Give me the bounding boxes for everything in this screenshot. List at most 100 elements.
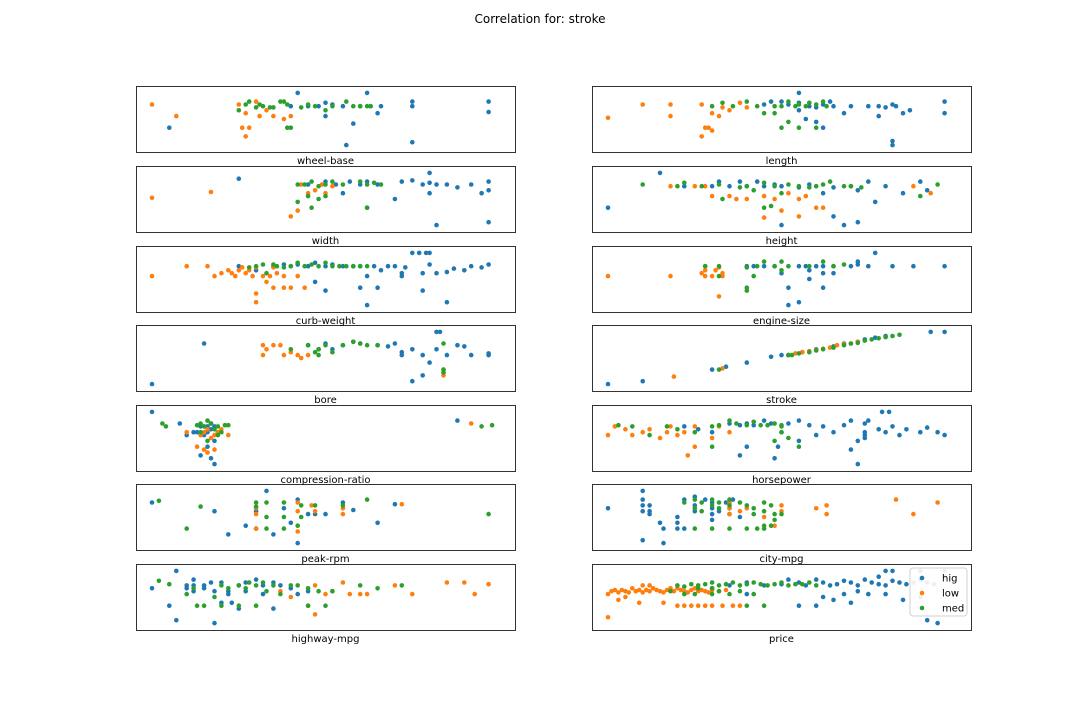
data-point-med xyxy=(772,511,777,517)
data-point-hig xyxy=(410,250,415,256)
data-point-low xyxy=(616,597,621,603)
data-point-hig xyxy=(399,270,405,276)
data-point-low xyxy=(671,588,677,594)
data-point-hig xyxy=(486,109,491,115)
data-point-hig xyxy=(900,190,906,196)
data-point-med xyxy=(682,180,687,186)
data-point-low xyxy=(260,273,266,279)
data-point-low xyxy=(630,432,635,438)
data-point-hig xyxy=(427,250,432,256)
data-point-med xyxy=(772,438,777,444)
data-point-low xyxy=(253,526,259,531)
data-point-med xyxy=(305,603,311,608)
data-point-hig xyxy=(486,262,491,267)
data-point-hig xyxy=(702,497,708,502)
data-point-med xyxy=(219,429,224,435)
data-point-hig xyxy=(866,263,871,269)
data-point-low xyxy=(619,587,625,593)
data-point-low xyxy=(295,529,301,534)
data-point-low xyxy=(623,427,628,432)
data-point-med xyxy=(264,588,269,594)
data-point-med xyxy=(744,99,750,104)
data-point-med xyxy=(709,586,715,591)
data-point-hig xyxy=(709,511,715,517)
data-point-hig xyxy=(201,586,207,591)
data-point-med xyxy=(298,105,304,110)
data-point-low xyxy=(253,291,259,296)
data-point-hig xyxy=(796,438,802,444)
data-point-hig xyxy=(212,508,217,514)
data-point-low xyxy=(820,205,826,210)
data-point-med xyxy=(682,591,687,597)
data-point-low xyxy=(796,196,802,202)
data-point-med xyxy=(364,497,370,502)
data-point-med xyxy=(253,105,259,110)
data-point-med xyxy=(786,182,791,187)
data-point-hig xyxy=(605,205,611,210)
data-point-med xyxy=(302,263,308,269)
data-point-med xyxy=(212,427,217,432)
data-point-hig xyxy=(890,102,895,107)
data-point-med xyxy=(357,341,363,346)
data-point-hig xyxy=(191,429,196,435)
data-point-med xyxy=(716,506,722,511)
data-point-hig xyxy=(813,603,819,608)
data-point-low xyxy=(271,113,276,119)
data-point-med xyxy=(295,260,301,266)
data-point-med xyxy=(841,262,847,267)
data-point-hig xyxy=(462,268,467,273)
data-point-med xyxy=(716,422,722,428)
data-point-low xyxy=(716,113,722,119)
data-point-med xyxy=(772,263,777,269)
data-point-hig xyxy=(640,508,645,514)
data-point-med xyxy=(876,336,881,341)
data-point-med xyxy=(761,508,767,514)
data-point-hig xyxy=(399,352,405,358)
data-point-med xyxy=(807,100,812,106)
data-point-low xyxy=(605,432,611,438)
data-point-low xyxy=(347,591,353,597)
data-point-low xyxy=(702,273,708,279)
data-point-med xyxy=(675,427,680,432)
data-point-med xyxy=(357,263,363,269)
data-point-hig xyxy=(751,422,756,428)
data-point-hig xyxy=(890,142,895,148)
data-point-low xyxy=(233,273,238,279)
data-point-low xyxy=(692,586,698,591)
data-point-med xyxy=(309,262,314,267)
data-point-low xyxy=(630,586,635,591)
data-point-med xyxy=(222,422,228,428)
data-point-med xyxy=(295,523,301,528)
data-point-low xyxy=(626,590,632,595)
data-point-low xyxy=(709,273,715,279)
data-point-low xyxy=(657,588,663,594)
data-point-low xyxy=(720,603,725,608)
data-point-med xyxy=(489,422,495,428)
data-point-hig xyxy=(803,583,809,588)
data-point-med xyxy=(198,421,203,426)
x-axis-label: price xyxy=(769,634,794,645)
data-point-hig xyxy=(364,273,370,279)
data-point-hig xyxy=(167,603,172,608)
x-axis-label: engine-size xyxy=(753,316,810,327)
data-point-med xyxy=(709,503,715,508)
data-point-hig xyxy=(924,617,930,623)
data-point-hig xyxy=(416,250,422,256)
data-point-hig xyxy=(243,523,248,528)
data-point-hig xyxy=(434,347,439,352)
data-point-hig xyxy=(924,188,930,193)
data-point-hig xyxy=(212,438,217,444)
data-point-med xyxy=(371,180,377,186)
data-point-hig xyxy=(281,506,287,511)
legend-marker-hig xyxy=(919,575,925,581)
data-point-med xyxy=(716,367,722,372)
data-point-med xyxy=(754,103,760,109)
data-point-med xyxy=(305,193,311,199)
data-point-low xyxy=(616,590,621,595)
data-point-hig xyxy=(399,179,405,184)
data-point-med xyxy=(935,182,940,187)
data-point-med xyxy=(253,504,259,509)
data-point-hig xyxy=(855,219,861,225)
data-point-med xyxy=(786,263,791,269)
data-point-med xyxy=(208,421,214,426)
